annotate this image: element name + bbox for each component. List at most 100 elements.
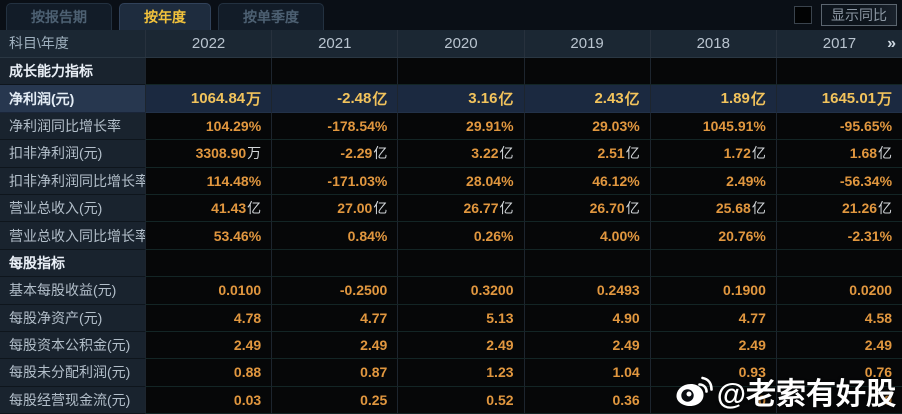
year-column-header: 2018 [649,30,776,57]
value-cell: 5.13 [397,304,524,332]
value-cell: 9 [775,386,902,414]
row-label: 每股经营现金流(元) [0,386,145,414]
value-cell: 0.93 [649,359,776,387]
value-cell [775,58,902,86]
value-cell: 0.25 [271,386,398,414]
yoy-controls: 显示同比 [794,4,897,26]
value-cell: 1645.01 万 [775,85,902,113]
show-yoy-checkbox[interactable] [794,6,812,24]
value-cell: 1.72 亿 [649,140,776,168]
value-cell: -178.54% [271,112,398,141]
table-row: 净利润同比增长率 104.29% -178.54% 29.91% 29.03% 1045.… [0,112,902,141]
value-cell [397,58,524,86]
value-cell: 1045.91% [649,112,776,141]
value-cell: -56.34% [775,167,902,195]
value-cell: 4.00% [523,222,650,250]
value-cell: 2.49 [271,331,398,360]
table-row: 每股净资产(元) 4.78 4.77 5.13 4.90 4.77 4.58 [0,304,902,332]
section-header-row: 每股指标 [0,249,902,278]
year-column-header: 2019 [523,30,650,57]
value-cell: 20.76% [649,222,776,250]
value-cell: 0.87 [271,359,398,387]
table-body: 成长能力指标 净利润(元) 1064.84 万 -2.48 亿 3.16 亿 2.43 亿 1.89… [0,58,902,414]
value-cell: 0.0100 [145,277,272,305]
row-label: 扣非净利润同比增长率 [0,167,145,195]
row-label: 净利润同比增长率 [0,112,145,141]
value-cell: 2.49% [649,167,776,195]
value-cell: 2.51 亿 [523,140,650,168]
value-cell: 1.68 亿 [775,140,902,168]
value-cell: 0 [649,386,776,414]
row-label: 扣非净利润(元) [0,140,145,168]
show-yoy-label[interactable]: 显示同比 [821,4,897,26]
value-cell [271,249,398,278]
value-cell: -0.2500 [271,277,398,305]
top-tab-bar: 按报告期 按年度 按单季度 显示同比 [0,0,902,30]
value-cell: 2.49 [145,331,272,360]
value-cell: 0.26% [397,222,524,250]
value-cell: -2.48 亿 [271,85,398,113]
row-label: 每股资本公积金(元) [0,331,145,360]
value-cell: 25.68 亿 [649,194,776,223]
value-cell: 27.00 亿 [271,194,398,223]
value-cell [145,249,272,278]
value-cell [649,58,776,86]
value-cell: 4.90 [523,304,650,332]
period-tabs: 按报告期 按年度 按单季度 [6,3,324,30]
value-cell: 1.23 [397,359,524,387]
value-cell: 1064.84 万 [145,85,272,113]
table-row: 基本每股收益(元) 0.0100 -0.2500 0.3200 0.2493 0.1900… [0,277,902,305]
value-cell: 104.29% [145,112,272,141]
value-cell: 29.03% [523,112,650,141]
table-row: 营业总收入同比增长率 53.46% 0.84% 0.26% 4.00% 20.76% -2.… [0,222,902,250]
value-cell: 53.46% [145,222,272,250]
table-row: 营业总收入(元) 41.43 亿 27.00 亿 26.77 亿 26.70 亿 25.68 亿 21… [0,194,902,223]
year-column-header: 2017 [775,30,902,57]
value-cell: 2.49 [775,331,902,360]
value-cell: 0.88 [145,359,272,387]
value-cell: 0.0200 [775,277,902,305]
value-cell: -95.65% [775,112,902,141]
value-cell: 2.49 [649,331,776,360]
value-cell: 3308.90 万 [145,140,272,168]
value-cell: 0.2493 [523,277,650,305]
scroll-columns-right-icon[interactable]: » [887,35,896,52]
row-label: 每股指标 [0,249,145,278]
row-label: 净利润(元) [0,85,145,113]
value-cell [523,249,650,278]
value-cell: 3.16 亿 [397,85,524,113]
table-row: 每股资本公积金(元) 2.49 2.49 2.49 2.49 2.49 2.49 [0,331,902,360]
value-cell [649,249,776,278]
value-cell: 2.43 亿 [523,85,650,113]
value-cell: 0.76 [775,359,902,387]
value-cell: 46.12% [523,167,650,195]
tab-by-year[interactable]: 按年度 [119,3,211,30]
value-cell: 4.58 [775,304,902,332]
value-cell: -2.31% [775,222,902,250]
value-cell [271,58,398,86]
value-cell: 41.43 亿 [145,194,272,223]
table-row: 每股未分配利润(元) 0.88 0.87 1.23 1.04 0.93 0.76 [0,359,902,387]
table-row: 净利润(元) 1064.84 万 -2.48 亿 3.16 亿 2.43 亿 1.89 亿 1645.… [0,85,902,113]
value-cell: 1.89 亿 [649,85,776,113]
value-cell: 4.78 [145,304,272,332]
value-cell: -171.03% [271,167,398,195]
tab-by-report-period[interactable]: 按报告期 [6,3,112,30]
value-cell [145,58,272,86]
table-row: 扣非净利润(元) 3308.90 万 -2.29 亿 3.22 亿 2.51 亿 1.72 亿 1.6… [0,140,902,168]
value-cell: 3.22 亿 [397,140,524,168]
tab-by-single-quarter[interactable]: 按单季度 [218,3,324,30]
year-column-header: 2020 [397,30,523,57]
year-column-header: 2021 [271,30,397,57]
corner-header-label: 科目\年度 [9,35,69,51]
value-cell: 114.48% [145,167,272,195]
table-header-row: 科目\年度 2022 2021 2020 2019 2018 2017 [0,30,902,58]
value-cell: 21.26 亿 [775,194,902,223]
row-label: 营业总收入(元) [0,194,145,223]
row-label: 成长能力指标 [0,58,145,86]
value-cell: 4.77 [649,304,776,332]
row-label: 基本每股收益(元) [0,277,145,305]
value-cell: 28.04% [397,167,524,195]
value-cell: 2.49 [523,331,650,360]
